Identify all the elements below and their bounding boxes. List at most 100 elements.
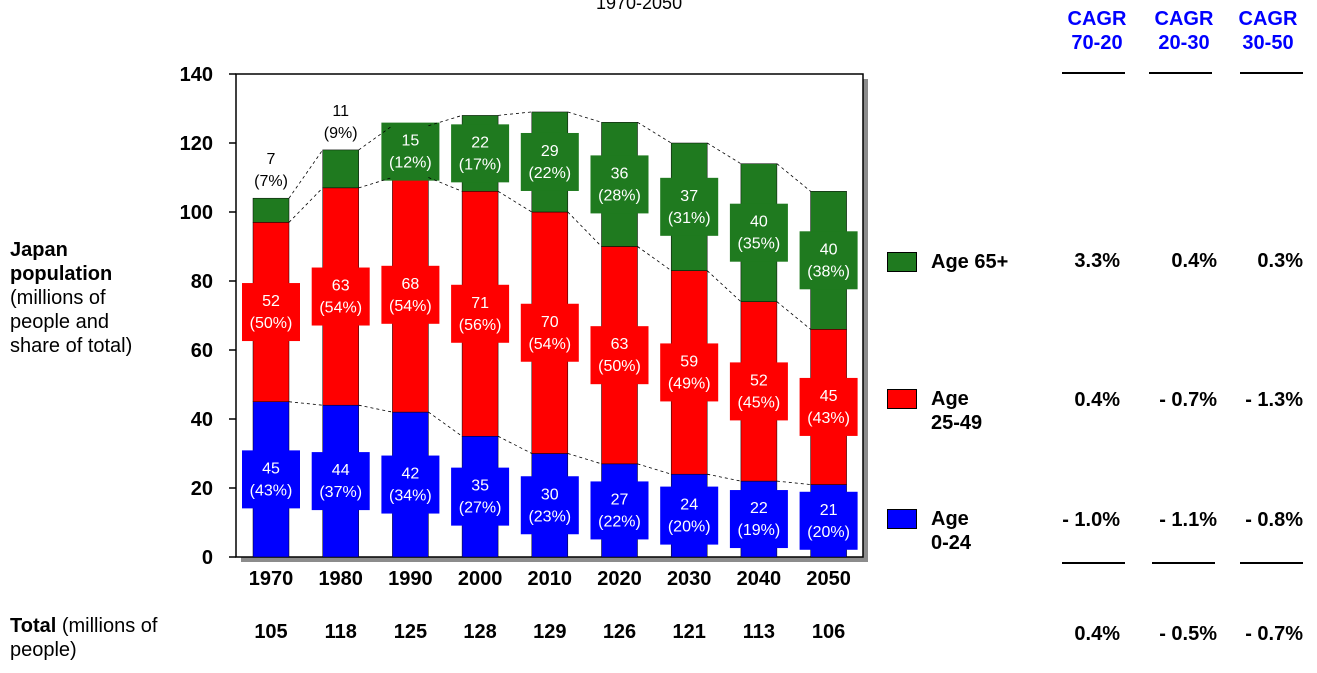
x-tick-label: 2050 bbox=[806, 568, 851, 590]
data-label-box bbox=[590, 481, 649, 540]
data-label-box bbox=[590, 326, 649, 385]
header-rule bbox=[1240, 72, 1303, 74]
total-cagr-30-50: - 0.7% bbox=[1245, 623, 1303, 645]
total-value: 105 bbox=[254, 621, 287, 643]
series-connector bbox=[706, 142, 742, 165]
data-label-value: 35 bbox=[471, 478, 489, 495]
data-label-value: 42 bbox=[402, 466, 420, 483]
series-connector bbox=[428, 411, 463, 437]
data-label-box bbox=[799, 491, 858, 550]
x-tick-label: 2040 bbox=[737, 568, 782, 590]
data-label-box bbox=[451, 124, 510, 183]
legend-swatch-25-49 bbox=[887, 389, 917, 409]
data-label-box bbox=[451, 467, 510, 526]
data-label-box bbox=[799, 377, 858, 436]
data-label-value: 15 bbox=[402, 133, 420, 150]
total-cagr-20-30: - 0.5% bbox=[1159, 623, 1217, 645]
data-label-share: (50%) bbox=[598, 358, 641, 375]
legend-label-line2: 25-49 bbox=[931, 412, 983, 434]
data-label-share: (56%) bbox=[459, 317, 502, 334]
data-label-share: (34%) bbox=[389, 488, 432, 505]
total-label: Total (millions of people) bbox=[10, 614, 210, 662]
x-tick-label: 2020 bbox=[597, 568, 642, 590]
cagr-header-line2: 70-20 bbox=[1071, 32, 1123, 54]
data-label-value: 68 bbox=[402, 276, 420, 293]
y-tick-label: 0 bbox=[202, 547, 213, 569]
total-value: 128 bbox=[463, 621, 496, 643]
data-label-share: (50%) bbox=[250, 315, 293, 332]
data-label-box bbox=[242, 283, 300, 342]
data-label-value: 22 bbox=[471, 134, 489, 151]
data-label-box bbox=[520, 303, 579, 362]
data-label-share: (20%) bbox=[807, 524, 850, 541]
x-tick-label: 1990 bbox=[388, 568, 433, 590]
total-rule bbox=[1240, 562, 1303, 564]
total-value: 113 bbox=[743, 621, 775, 643]
series-connector bbox=[497, 435, 532, 454]
data-label-value: 11 bbox=[332, 103, 349, 120]
x-tick-label: 1980 bbox=[318, 568, 363, 590]
data-label-value: 52 bbox=[750, 372, 768, 389]
cagr-65plus-70-20: 3.3% bbox=[1074, 250, 1120, 272]
total-value: 126 bbox=[603, 621, 636, 643]
data-label-share: (31%) bbox=[668, 210, 711, 227]
series-connector bbox=[637, 246, 672, 271]
series-connector bbox=[358, 125, 393, 151]
data-label-share: (28%) bbox=[598, 187, 641, 204]
series-connector bbox=[567, 211, 602, 247]
data-label-share: (17%) bbox=[459, 156, 502, 173]
data-label-share: (12%) bbox=[389, 155, 432, 172]
series-connector bbox=[428, 177, 463, 192]
data-label-value: 37 bbox=[680, 188, 698, 205]
x-tick-label: 2010 bbox=[528, 568, 573, 590]
data-label-value: 63 bbox=[332, 278, 350, 295]
legend-swatch-65plus bbox=[887, 252, 917, 272]
series-connector bbox=[288, 149, 324, 199]
data-label-share: (20%) bbox=[668, 519, 711, 536]
data-label-value: 71 bbox=[471, 295, 489, 312]
legend-label-0-24: Age 0-24 bbox=[931, 507, 971, 555]
data-label-share: (45%) bbox=[738, 394, 781, 411]
data-label-share: (54%) bbox=[389, 298, 432, 315]
bar-segment bbox=[322, 149, 359, 189]
data-label-box bbox=[729, 203, 788, 262]
total-rule bbox=[1152, 562, 1215, 564]
data-label-box bbox=[660, 177, 719, 236]
cagr-header-line2: 20-30 bbox=[1158, 32, 1210, 54]
series-connector bbox=[288, 187, 323, 223]
cagr-65plus-20-30: 0.4% bbox=[1171, 250, 1217, 272]
cagr-header-line2: 30-50 bbox=[1242, 32, 1294, 54]
data-label-value: 40 bbox=[750, 214, 768, 231]
series-connector bbox=[776, 301, 811, 330]
data-label-box bbox=[311, 452, 370, 511]
data-label-share: (35%) bbox=[738, 236, 781, 253]
data-label-box bbox=[660, 486, 719, 545]
y-tick-label: 60 bbox=[191, 340, 213, 362]
cagr-0-24-20-30: - 1.1% bbox=[1159, 509, 1217, 531]
legend-label-line1: Age bbox=[931, 508, 969, 530]
cagr-header-30-50: CAGR 30-50 bbox=[1233, 7, 1303, 55]
data-label-share: (7%) bbox=[254, 173, 288, 190]
series-connector bbox=[637, 121, 672, 144]
data-label-share: (49%) bbox=[668, 375, 711, 392]
total-value: 125 bbox=[394, 621, 427, 643]
y-tick-label: 120 bbox=[180, 133, 213, 155]
cagr-0-24-30-50: - 0.8% bbox=[1245, 509, 1303, 531]
cagr-header-line1: CAGR bbox=[1238, 8, 1298, 30]
cagr-25-49-70-20: 0.4% bbox=[1074, 389, 1120, 411]
data-label-value: 24 bbox=[680, 497, 698, 514]
cagr-header-line1: CAGR bbox=[1067, 8, 1127, 30]
data-label-box bbox=[799, 231, 858, 290]
data-label-value: 7 bbox=[267, 151, 276, 168]
data-label-box bbox=[520, 132, 579, 191]
data-label-value: 22 bbox=[750, 500, 768, 517]
y-tick-label: 140 bbox=[180, 64, 213, 86]
series-connector bbox=[497, 190, 533, 213]
x-tick-label: 2030 bbox=[667, 568, 712, 590]
y-tick-label: 80 bbox=[191, 271, 213, 293]
header-rule bbox=[1062, 72, 1125, 74]
data-label-box bbox=[729, 362, 788, 421]
total-rule bbox=[1062, 562, 1125, 564]
cagr-0-24-70-20: - 1.0% bbox=[1062, 509, 1120, 531]
data-label-value: 40 bbox=[820, 241, 838, 258]
